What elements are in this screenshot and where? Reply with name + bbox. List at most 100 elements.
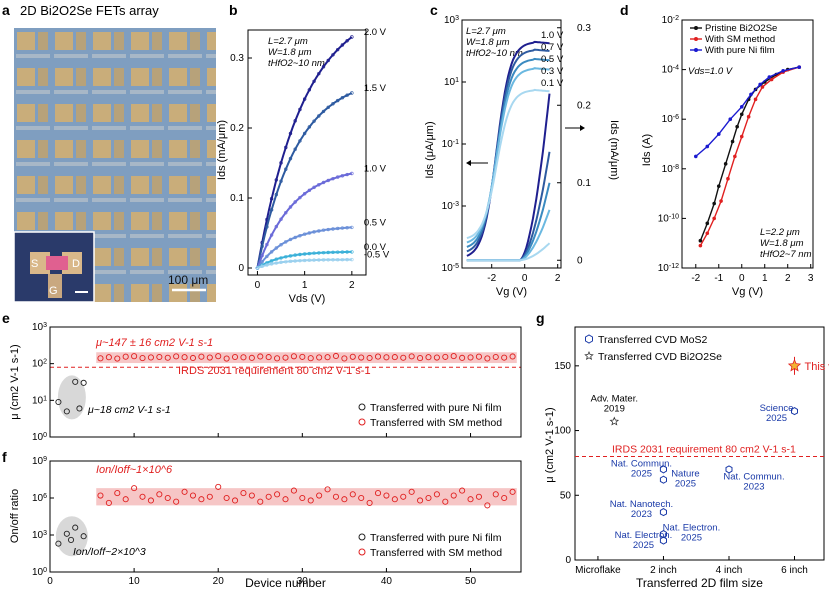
legend-label: With SM method	[705, 34, 775, 45]
data-point	[331, 176, 335, 181]
data-point	[331, 53, 335, 57]
data-point	[279, 242, 283, 247]
sm-point	[484, 355, 491, 362]
y-tick-label: 0.1	[230, 193, 244, 204]
data-point	[326, 258, 330, 262]
annotation: L=2.7 μm	[268, 36, 308, 47]
data-point	[335, 250, 340, 254]
data-point	[326, 250, 330, 255]
data-point	[705, 231, 710, 236]
data-point	[739, 105, 744, 109]
y-tick-label: 10-12	[658, 263, 679, 275]
series-line-linear	[466, 242, 551, 262]
sm-point	[114, 490, 121, 497]
sm-point	[324, 354, 331, 361]
data-point	[284, 260, 288, 264]
series-label: 1.5 V	[364, 83, 387, 94]
sm-point	[206, 493, 213, 500]
this-work-star	[787, 358, 802, 372]
data-point	[288, 156, 293, 161]
y-tick-label: 100	[32, 432, 47, 444]
data-point	[345, 257, 349, 262]
legend-label: With pure Ni film	[705, 45, 775, 56]
data-point	[350, 257, 354, 262]
series-label: 0.7 V	[541, 42, 564, 53]
chart-d-frame	[681, 19, 814, 269]
sm-point	[265, 354, 272, 361]
sm-point	[433, 354, 440, 361]
sm-point	[257, 353, 264, 360]
x-tick-label: 2 inch	[650, 565, 677, 576]
annotation: W=1.8 μm	[760, 238, 804, 249]
series-line-log	[466, 88, 550, 240]
data-point	[712, 216, 716, 221]
x-tick-label: Microflake	[575, 565, 621, 576]
data-point	[321, 109, 326, 114]
sm-point	[240, 354, 247, 361]
y-tick-label: 100	[32, 567, 47, 579]
series-line	[256, 92, 353, 269]
x-tick-label: 2	[555, 273, 561, 284]
sm-point	[417, 497, 424, 504]
sm-point	[307, 355, 314, 362]
data-point	[769, 77, 774, 82]
legend-label: Pristine Bi2O2Se	[705, 23, 777, 34]
sm-point	[274, 491, 281, 498]
sm-point	[97, 492, 104, 499]
data-point	[298, 252, 302, 257]
data-point	[326, 58, 330, 63]
data-point	[331, 227, 335, 231]
data-point	[298, 195, 302, 200]
chart-e-frame	[49, 326, 522, 438]
point-label: 2025	[766, 413, 787, 424]
y-tick-label: 101	[444, 77, 459, 89]
data-point	[274, 224, 279, 229]
point-label: Nat. Electron.	[615, 530, 673, 541]
data-point	[753, 97, 758, 102]
data-point	[269, 250, 274, 254]
sm-point	[442, 353, 449, 360]
data-point	[269, 262, 274, 266]
sm-point	[475, 353, 482, 360]
this-work-label: This work	[805, 361, 829, 373]
sm-point	[97, 355, 104, 362]
data-point	[279, 161, 283, 165]
sm-point	[114, 355, 121, 362]
data-point	[335, 257, 340, 262]
series-label: 0.5 V	[364, 217, 387, 228]
panel-a: 2D Bi2O2Se FETs array S D G 100 μm	[13, 3, 216, 303]
x-axis-label: Vg (V)	[732, 286, 763, 298]
sm-point	[433, 491, 440, 498]
data-point	[326, 178, 330, 183]
sm-point	[425, 354, 432, 361]
sm-point	[147, 354, 154, 361]
x-tick-label: 20	[213, 576, 225, 587]
data-point	[284, 167, 288, 171]
y-axis-label: Ids (A)	[641, 134, 653, 166]
y-tick-label: 10-2	[662, 15, 679, 27]
legend-marker	[694, 26, 698, 30]
sm-point	[408, 488, 415, 495]
data-point	[279, 260, 283, 265]
y-axis-label: Ids (μA/μm)	[424, 121, 436, 178]
data-point	[307, 231, 312, 235]
data-point	[269, 233, 274, 237]
y-tick-label: 50	[560, 490, 572, 501]
sm-point	[215, 483, 222, 490]
series-label: 0.0 V	[364, 242, 387, 253]
sm-point	[459, 354, 466, 361]
sm-point	[358, 354, 365, 361]
point-label: 2025	[631, 468, 652, 479]
sm-point	[366, 354, 373, 362]
data-point	[260, 244, 264, 248]
data-point	[302, 252, 307, 256]
data-point	[698, 243, 703, 248]
y-tick-label: 10-4	[662, 64, 679, 76]
data-point	[340, 226, 345, 230]
sm-point	[459, 487, 466, 494]
sm-point	[223, 355, 230, 362]
data-point	[321, 228, 326, 232]
data-point	[307, 125, 312, 129]
panel-letter-f: f	[2, 449, 7, 465]
sm-point	[509, 353, 516, 360]
